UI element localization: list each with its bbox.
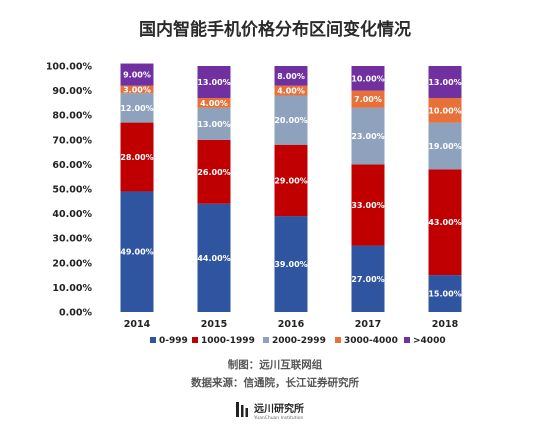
logo-sub: YuanChuan Institution <box>253 415 304 421</box>
y-tick-label: 50.00% <box>52 185 92 196</box>
data-label: 29.00% <box>274 176 307 185</box>
data-label: 26.00% <box>197 168 230 177</box>
bar-segment <box>120 93 154 123</box>
bar-segment <box>197 139 231 204</box>
y-tick-label: 90.00% <box>52 86 92 97</box>
legend-swatch <box>335 337 341 343</box>
bar-segment <box>274 66 308 86</box>
data-label: 27.00% <box>351 275 384 284</box>
legend-swatch <box>263 337 269 343</box>
legend-label: 3000-4000 <box>344 336 398 346</box>
data-label: 12.00% <box>120 104 153 113</box>
bar-segment <box>351 90 385 108</box>
data-label: 9.00% <box>123 71 151 80</box>
y-tick-label: 10.00% <box>52 283 92 294</box>
maker-credit: 制图：远川互联网组 <box>228 358 323 371</box>
bar-segment <box>274 95 308 145</box>
bar-segment <box>428 97 462 123</box>
data-label: 15.00% <box>428 290 461 299</box>
data-label: 20.00% <box>274 116 307 125</box>
data-label: 33.00% <box>351 201 384 210</box>
x-tick-label: 2016 <box>278 319 305 330</box>
data-label: 28.00% <box>120 153 153 162</box>
data-label: 13.00% <box>197 120 230 129</box>
data-label: 39.00% <box>274 260 307 269</box>
legend-label: 1000-1999 <box>201 336 255 346</box>
data-label: 19.00% <box>428 142 461 151</box>
data-label: 13.00% <box>197 78 230 87</box>
bar-segment <box>120 63 154 86</box>
legend-swatch <box>192 337 198 343</box>
bar-segment <box>351 245 385 312</box>
bar-segment <box>197 203 231 312</box>
y-tick-label: 40.00% <box>52 209 92 220</box>
bar-segment <box>120 85 154 94</box>
source-credit: 数据来源：信通院，长江证券研究所 <box>190 376 359 389</box>
bar-segment <box>351 66 385 91</box>
bar-segment <box>274 85 308 96</box>
data-label: 13.00% <box>428 78 461 87</box>
x-tick-label: 2018 <box>432 319 459 330</box>
bar-segment <box>120 191 154 312</box>
bar-segment <box>274 144 308 217</box>
x-tick-label: 2017 <box>355 319 381 330</box>
y-tick-label: 80.00% <box>52 111 92 122</box>
logo: 远川研究所 YuanChuan Institution <box>236 402 304 421</box>
legend: 0-999 1000-1999 2000-2999 3000-4000 >4000 <box>150 336 446 346</box>
legend-label: 2000-2999 <box>272 336 326 346</box>
data-label: 4.00% <box>277 87 305 96</box>
bar-segment <box>428 122 462 170</box>
chart-title: 国内智能手机价格分布区间变化情况 <box>139 19 411 40</box>
legend-swatch <box>404 337 410 343</box>
data-label: 7.00% <box>354 95 382 104</box>
bar-segment <box>274 216 308 312</box>
x-axis: 2014 2015 2016 2017 2018 <box>124 319 459 330</box>
bar-segment <box>197 107 231 140</box>
x-tick-label: 2015 <box>201 319 227 330</box>
y-tick-label: 70.00% <box>52 135 92 146</box>
logo-icon <box>236 402 248 417</box>
data-label: 10.00% <box>351 74 384 83</box>
data-label: 10.00% <box>428 106 461 115</box>
legend-swatch <box>150 337 156 343</box>
legend-label: 0-999 <box>159 336 188 346</box>
bar-segment <box>351 164 385 246</box>
y-tick-label: 0.00% <box>59 308 92 319</box>
legend-label: >4000 <box>413 336 446 346</box>
data-label: 44.00% <box>197 254 230 263</box>
bar-segment <box>351 107 385 165</box>
data-label: 3.00% <box>123 85 151 94</box>
bar-segment <box>197 66 231 98</box>
y-axis: 0.00% 10.00% 20.00% 30.00% 40.00% 50.00% 60.00… <box>46 62 93 319</box>
bar-segment <box>428 169 462 276</box>
data-label: 4.00% <box>200 99 228 108</box>
x-tick-label: 2014 <box>124 319 151 330</box>
logo-name: 远川研究所 <box>254 402 304 415</box>
y-tick-label: 20.00% <box>52 258 92 269</box>
bar-segment <box>428 66 462 98</box>
data-label: 23.00% <box>351 132 384 141</box>
data-label: 8.00% <box>277 72 305 81</box>
bar-segment <box>120 122 154 192</box>
bar-segment <box>197 97 231 108</box>
bar-segment <box>428 275 462 312</box>
bars: 49.00% 28.00% 12.00% 3.00% 9.00% 44.00% 26.00%… <box>120 63 462 312</box>
data-label: 43.00% <box>428 218 461 227</box>
y-tick-label: 100.00% <box>46 62 93 73</box>
y-tick-label: 60.00% <box>52 160 92 171</box>
data-label: 49.00% <box>120 248 153 257</box>
y-tick-label: 30.00% <box>52 234 92 245</box>
